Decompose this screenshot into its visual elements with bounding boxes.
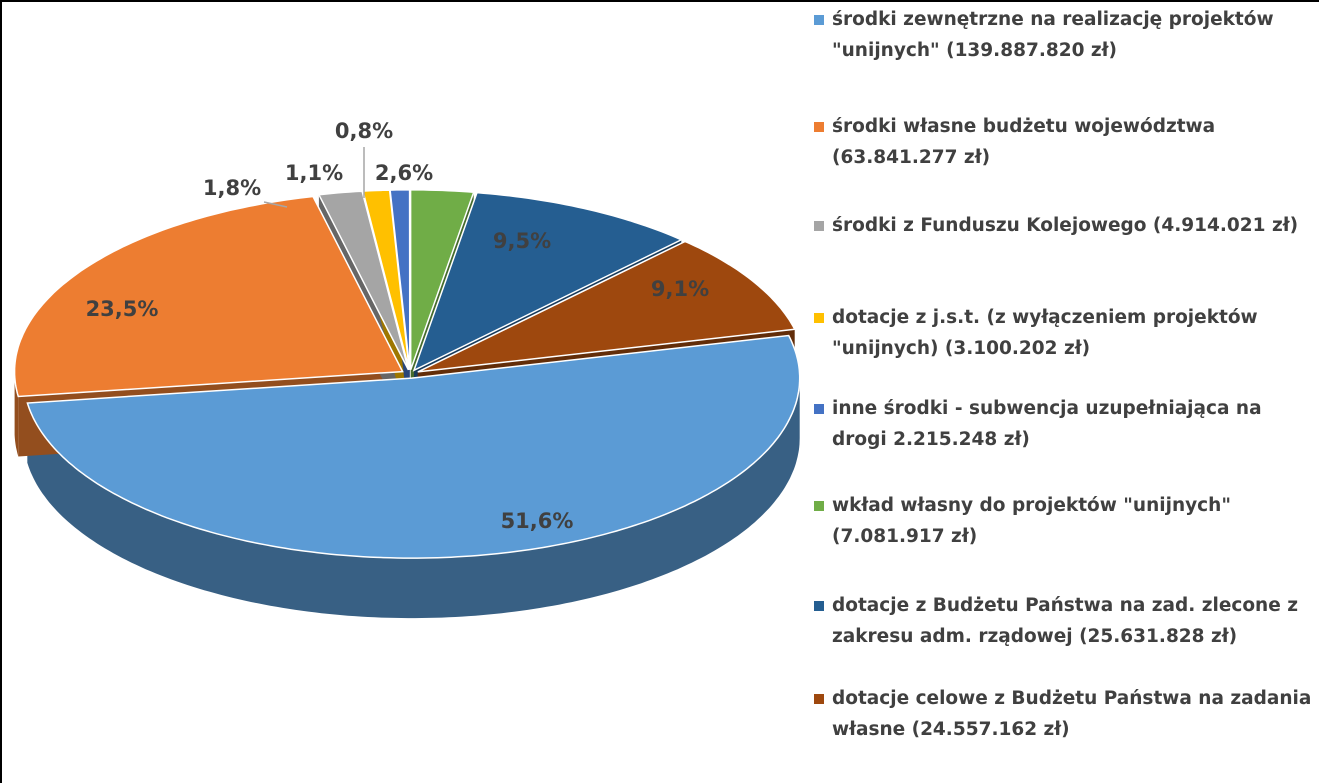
slice <box>412 191 684 372</box>
slice-side <box>14 371 19 457</box>
legend-swatch <box>814 313 824 323</box>
legend-item: dotacje z j.s.t. (z wyłączeniem projektó… <box>814 302 1314 364</box>
slice <box>409 189 475 371</box>
legend-label: dotacje celowe z Budżetu Państwa na zada… <box>832 688 1312 740</box>
legend-label: dotacje z Budżetu Państwa na zad. zlecon… <box>832 595 1298 647</box>
legend-label: środki z Funduszu Kolejowego (4.914.021 … <box>832 215 1299 236</box>
legend-label: dotacje z j.s.t. (z wyłączeniem projektó… <box>832 307 1258 359</box>
legend-label: środki własne budżetu województwa (63.84… <box>832 116 1216 168</box>
data-label: 9,5% <box>493 229 551 253</box>
legend-item: dotacje z Budżetu Państwa na zad. zlecon… <box>814 590 1314 652</box>
legend-item: inne środki - subwencja uzupełniająca na… <box>814 393 1314 455</box>
legend-swatch <box>814 601 824 611</box>
legend-label: inne środki - subwencja uzupełniająca na… <box>832 398 1262 450</box>
legend-swatch <box>814 501 824 511</box>
legend-swatch <box>814 694 824 704</box>
slice <box>13 195 404 398</box>
slice <box>389 189 411 370</box>
slice <box>317 190 410 371</box>
slice <box>417 240 796 373</box>
legend-swatch <box>814 404 824 414</box>
legend-item: środki zewnętrzne na realizację projektó… <box>814 4 1314 66</box>
data-label: 1,8% <box>203 176 261 200</box>
legend-item: środki własne budżetu województwa (63.84… <box>814 111 1314 173</box>
legend-item: wkład własny do projektów "unijnych" (7.… <box>814 490 1314 552</box>
legend-label: środki zewnętrzne na realizację projektó… <box>832 9 1274 61</box>
legend-item: środki z Funduszu Kolejowego (4.914.021 … <box>814 210 1314 241</box>
leader-line <box>263 201 288 208</box>
legend-swatch <box>814 221 824 231</box>
data-label: 1,1% <box>285 161 343 185</box>
legend-item: dotacje celowe z Budżetu Państwa na zada… <box>814 683 1314 745</box>
data-label: 2,6% <box>375 161 433 185</box>
data-label: 51,6% <box>501 509 574 533</box>
legend-swatch <box>814 15 824 25</box>
slice-side <box>27 378 800 619</box>
legend-swatch <box>814 122 824 132</box>
slice <box>26 334 801 559</box>
data-label: 0,8% <box>335 119 393 143</box>
data-label: 23,5% <box>86 297 159 321</box>
data-label: 9,1% <box>651 277 709 301</box>
legend-label: wkład własny do projektów "unijnych" (7.… <box>832 495 1231 547</box>
